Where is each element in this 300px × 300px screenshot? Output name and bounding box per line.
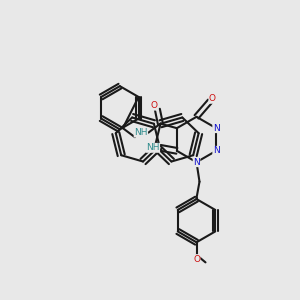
Text: N: N <box>213 146 220 155</box>
Text: N: N <box>193 158 200 167</box>
Text: O: O <box>193 255 200 264</box>
Text: NH: NH <box>146 143 160 152</box>
Text: O: O <box>209 94 216 103</box>
Text: NH: NH <box>134 128 148 137</box>
Text: O: O <box>150 101 157 110</box>
Text: N: N <box>213 124 220 133</box>
